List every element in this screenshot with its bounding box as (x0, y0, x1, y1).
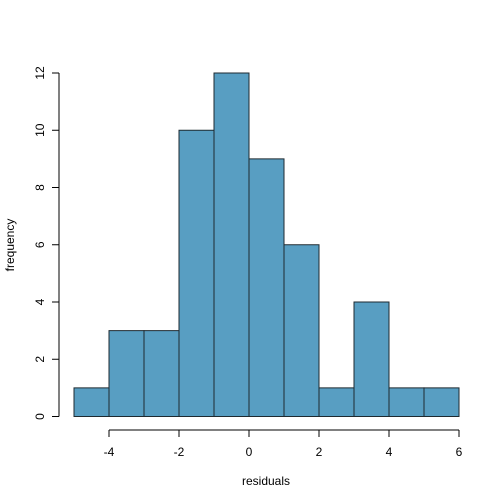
y-tick-label: 0 (33, 413, 47, 420)
histogram-bar (318, 387, 355, 417)
histogram-bar (423, 387, 460, 417)
y-axis-title: frequency (3, 219, 17, 272)
histogram-bar (248, 158, 285, 417)
y-tick-label: 6 (33, 241, 47, 248)
x-tick-label: 6 (456, 445, 463, 459)
y-tick-label: 12 (33, 66, 47, 80)
histogram-bar (143, 330, 180, 417)
histogram-bar (353, 301, 390, 417)
y-tick-label: 10 (33, 123, 47, 137)
histogram-bar (283, 244, 320, 417)
x-tick-label: 4 (386, 445, 393, 459)
x-axis-title: residuals (242, 474, 290, 488)
x-tick-label: -2 (174, 445, 185, 459)
x-tick-label: 0 (246, 445, 253, 459)
histogram-bar (73, 387, 110, 417)
histogram-bars (73, 72, 460, 417)
histogram-bar (213, 72, 250, 417)
y-tick-label: 2 (33, 356, 47, 363)
y-tick-label: 8 (33, 184, 47, 191)
histogram-bar (108, 330, 145, 417)
y-tick-label: 4 (33, 298, 47, 305)
x-tick-label: -4 (104, 445, 115, 459)
histogram-bar (388, 387, 425, 417)
y-axis: 0 2 4 6 8 10 12 (33, 66, 60, 420)
x-tick-label: 2 (316, 445, 323, 459)
histogram-bar (178, 129, 215, 417)
x-axis: -4 -2 0 2 4 6 (104, 429, 463, 459)
